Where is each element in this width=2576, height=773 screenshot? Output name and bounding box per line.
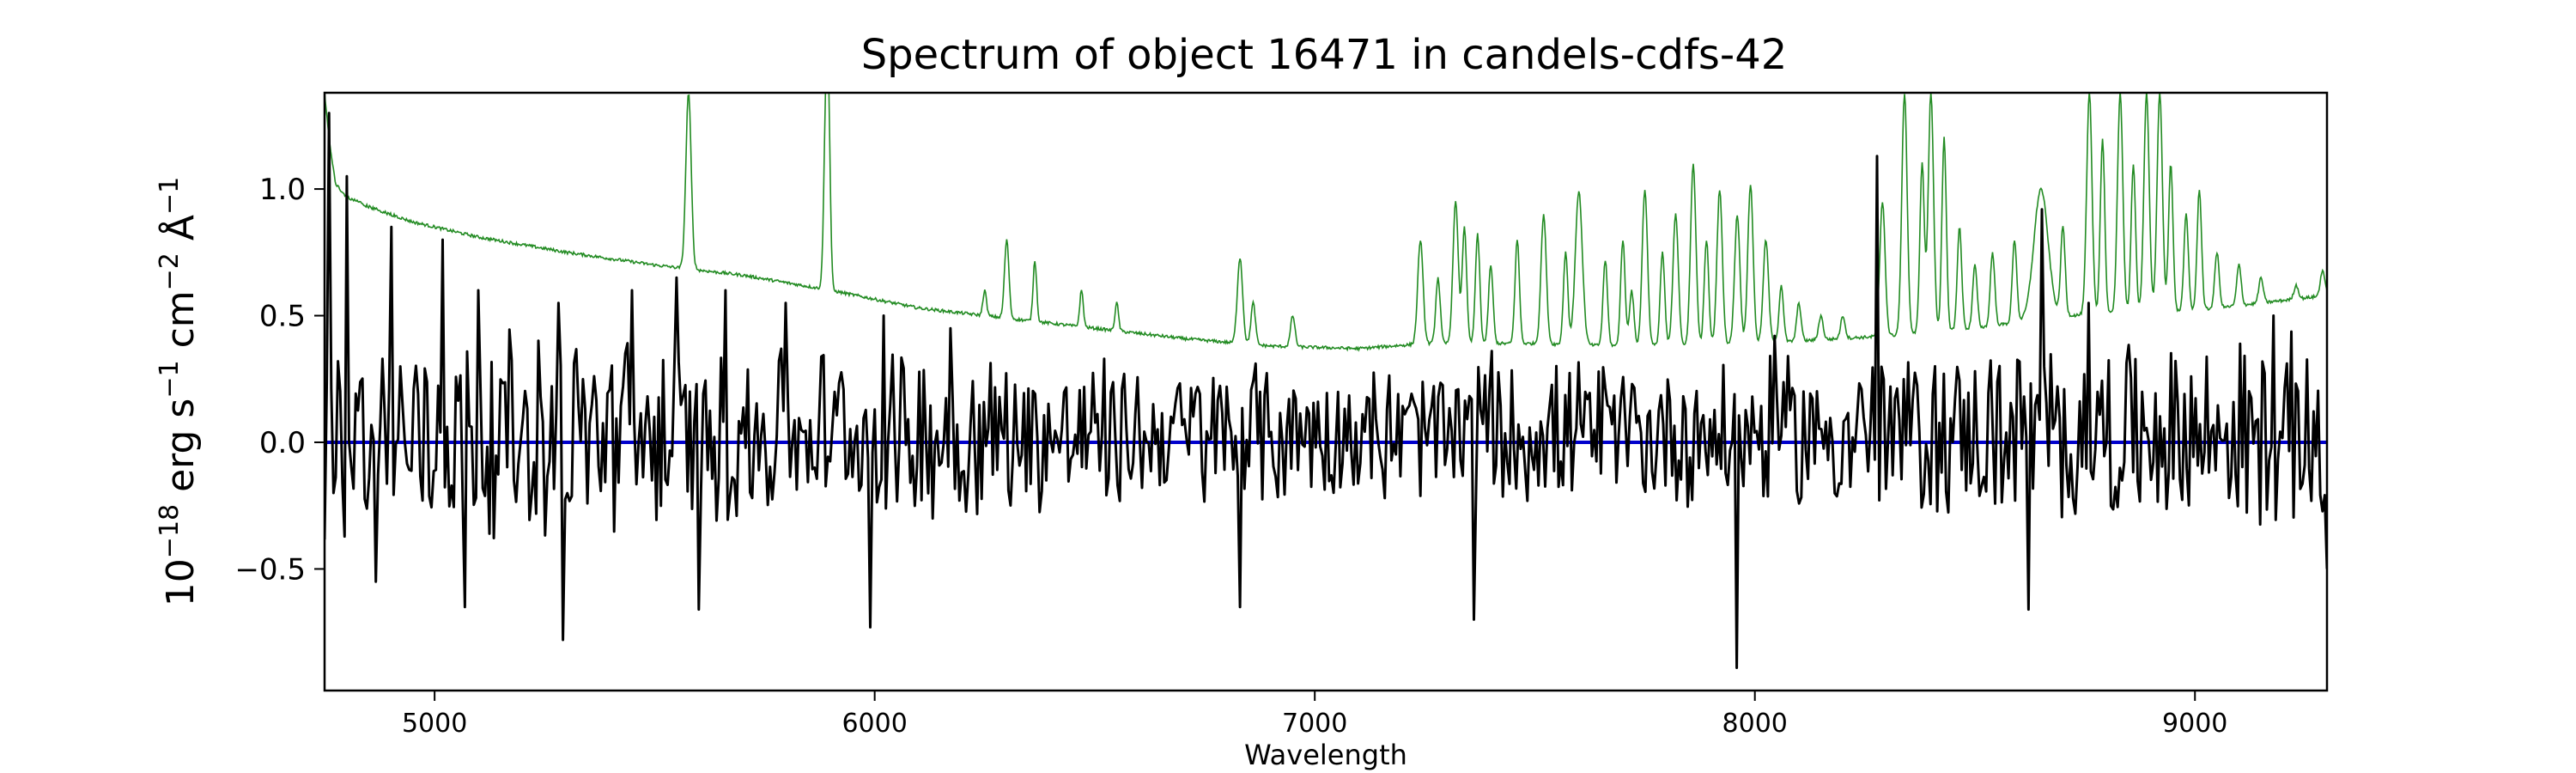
x-tick-label: 6000 — [841, 709, 907, 739]
y-tick-label: −0.5 — [234, 552, 306, 587]
plot-frame — [323, 91, 2329, 692]
x-tick-label: 7000 — [1282, 709, 1347, 739]
y-axis-label-mid2: cm — [159, 290, 203, 360]
y-tick-label: 0.5 — [259, 300, 306, 334]
y-tick-label: 0.0 — [259, 426, 306, 460]
y-axis-label-mid3: Å — [157, 215, 203, 253]
x-tick-label: 5000 — [402, 709, 467, 739]
x-axis-label: Wavelength — [1244, 739, 1407, 771]
x-axis: 5000 6000 7000 8000 9000 — [402, 691, 2227, 739]
y-axis: −0.5 0.0 0.5 1.0 — [234, 173, 325, 587]
y-axis-label-exp4: −1 — [155, 177, 185, 215]
y-axis-label-exp1: −18 — [155, 504, 185, 558]
chart-title: Spectrum of object 16471 in candels-cdfs… — [861, 31, 1788, 79]
y-axis-label-mid1: erg s — [159, 399, 203, 504]
error-spectrum-line — [325, 93, 2327, 352]
y-axis-label-base: 10 — [159, 558, 203, 606]
x-tick-label: 8000 — [1722, 709, 1788, 739]
y-axis-label-exp3: −2 — [155, 253, 185, 290]
y-axis-label: 10−18 erg s−1 cm−2 Å−1 — [155, 177, 203, 606]
plot-area — [323, 91, 2329, 692]
flux-spectrum-line — [325, 112, 2327, 669]
x-tick-label: 9000 — [2162, 709, 2227, 739]
y-axis-label-exp2: −1 — [155, 360, 185, 398]
y-tick-label: 1.0 — [259, 173, 306, 207]
